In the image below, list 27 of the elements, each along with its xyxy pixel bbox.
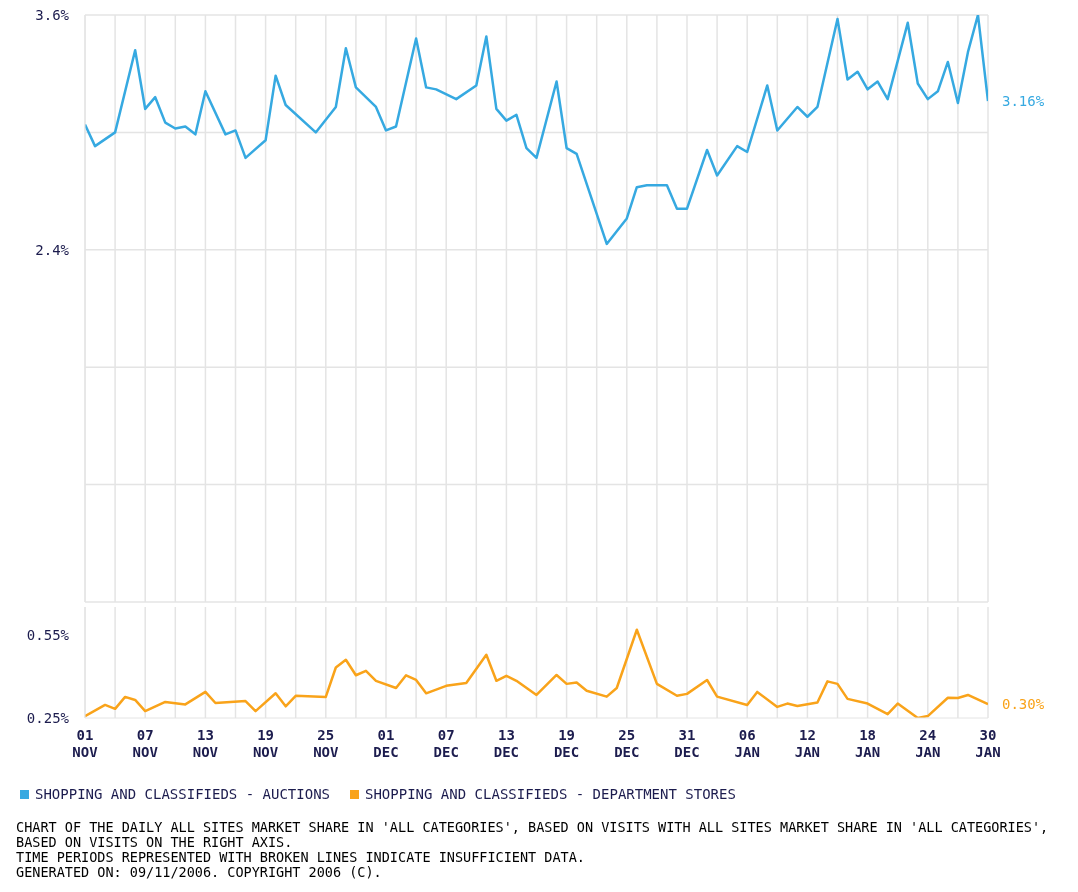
x-tick-label: 12 JAN xyxy=(794,727,821,760)
x-tick-label: 01 DEC xyxy=(373,727,399,760)
x-tick-label: 24 JAN xyxy=(915,727,941,760)
text: TIME PERIODS REPRESENTED WITH BROKEN LINES INDICATE INSUFFICIENT DATA. xyxy=(16,849,586,865)
x-tick-label: 25 NOV xyxy=(313,727,340,760)
x-tick-label: 07 NOV xyxy=(132,727,159,760)
legend-label: SHOPPING AND CLASSIFIEDS - DEPARTMENT STORES xyxy=(365,786,736,802)
x-tick-label: 25 DEC xyxy=(614,727,640,760)
x-tick-label: 06 JAN xyxy=(734,727,760,760)
annotation: 3.16% xyxy=(1002,93,1045,110)
y-tick-label: 3.6% xyxy=(35,7,70,23)
text: GENERATED ON: 09/11/2006. COPYRIGHT 2006 (C). xyxy=(16,864,383,880)
y-tick-label: 0.55% xyxy=(26,626,70,643)
x-tick-label: 18 JAN xyxy=(854,727,881,760)
annotation: 0.30% xyxy=(1002,696,1045,713)
x-tick-label: 13 NOV xyxy=(192,727,219,760)
y-tick-label: 0.25% xyxy=(26,710,70,726)
x-tick-label: 01 NOV xyxy=(72,727,99,760)
text: CHART OF THE DAILY ALL SITES MARKET SHARE IN 'ALL CATEGORIES', BASED ON VISITS WITH ALL SITES MARKET SHARE IN 'ALL CATEGORIES', BASED ON VISITS ON THE RIGHT AXIS. xyxy=(16,819,1050,850)
x-tick-label: 31 DEC xyxy=(674,727,700,760)
x-tick-label: 30 JAN xyxy=(975,727,1001,760)
x-tick-label: 19 NOV xyxy=(252,727,279,760)
legend-label: SHOPPING AND CLASSIFIEDS - AUCTIONS xyxy=(35,786,331,802)
x-tick-label: 19 DEC xyxy=(553,727,580,760)
x-tick-label: 13 DEC xyxy=(493,727,520,760)
x-tick-label: 07 DEC xyxy=(433,727,459,760)
y-tick-label: 2.4% xyxy=(35,241,70,258)
